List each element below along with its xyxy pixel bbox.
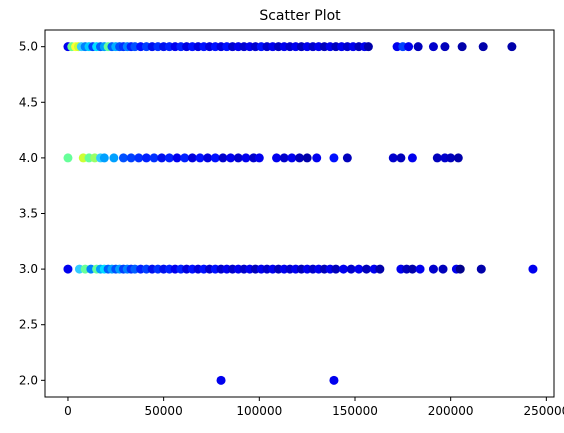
scatter-point (329, 153, 339, 163)
scatter-point (272, 153, 282, 163)
scatter-point (413, 42, 423, 52)
scatter-point (507, 42, 517, 52)
scatter-point (157, 153, 167, 163)
scatter-point (216, 375, 226, 385)
scatter-point (172, 153, 182, 163)
y-tick-label: 4.5 (19, 95, 38, 109)
scatter-point (407, 264, 417, 274)
scatter-point (218, 153, 228, 163)
scatter-point (187, 153, 197, 163)
scatter-point (455, 264, 465, 274)
scatter-point (149, 153, 159, 163)
scatter-point (210, 153, 220, 163)
scatter-point (432, 153, 442, 163)
y-tick-label: 2.0 (19, 373, 38, 387)
scatter-point (354, 264, 364, 274)
scatter-point (302, 153, 312, 163)
scatter-point (312, 153, 322, 163)
scatter-point (446, 153, 456, 163)
scatter-point (415, 264, 425, 274)
scatter-point (339, 264, 349, 274)
scatter-point (126, 153, 136, 163)
scatter-point (241, 153, 251, 163)
y-tick-label: 3.0 (19, 262, 38, 276)
scatter-point (396, 153, 406, 163)
scatter-point (295, 153, 304, 163)
scatter-point (346, 264, 356, 274)
scatter-point (203, 153, 213, 163)
scatter-point (195, 153, 205, 163)
scatter-point (478, 42, 488, 52)
scatter-point (134, 153, 144, 163)
scatter-point (388, 153, 398, 163)
scatter-point (226, 153, 236, 163)
scatter-point (428, 264, 438, 274)
x-tick-label: 200000 (428, 404, 474, 418)
x-tick-label: 250000 (523, 404, 564, 418)
y-tick-label: 2.5 (19, 318, 38, 332)
plot-area-frame (44, 29, 555, 398)
scatter-points (63, 42, 538, 385)
scatter-point (141, 153, 151, 163)
scatter-point (63, 264, 73, 274)
x-tick-label: 0 (64, 404, 72, 418)
scatter-point (476, 264, 486, 274)
axis-ticks: 0 50000 100000 150000 200000 250000 2.0 2.5 3.0 3… (19, 40, 564, 418)
scatter-point (99, 153, 109, 163)
scatter-point (453, 153, 463, 163)
scatter-point (457, 42, 467, 52)
x-tick-label: 100000 (236, 404, 282, 418)
scatter-point (164, 153, 174, 163)
x-tick-label: 50000 (145, 404, 183, 418)
scatter-point (180, 153, 190, 163)
scatter-point (428, 42, 438, 52)
scatter-point (363, 42, 373, 52)
scatter-point (118, 153, 128, 163)
scatter-point (375, 264, 385, 274)
scatter-point (342, 153, 352, 163)
scatter-point (63, 153, 73, 163)
scatter-point (233, 153, 243, 163)
scatter-point (440, 42, 450, 52)
y-tick-label: 4.0 (19, 151, 38, 165)
scatter-point (331, 264, 341, 274)
chart-title: Scatter Plot (259, 8, 341, 24)
scatter-point (404, 42, 414, 52)
scatter-point (361, 264, 371, 274)
scatter-point (528, 264, 538, 274)
x-tick-label: 150000 (332, 404, 378, 418)
scatter-point (287, 153, 297, 163)
scatter-point (109, 153, 119, 163)
scatter-point (438, 264, 448, 274)
scatter-point (329, 375, 339, 385)
scatter-point (254, 153, 264, 163)
scatter-point (407, 153, 417, 163)
scatter-point (279, 153, 289, 163)
y-tick-label: 5.0 (19, 40, 38, 54)
y-tick-label: 3.5 (19, 207, 38, 221)
